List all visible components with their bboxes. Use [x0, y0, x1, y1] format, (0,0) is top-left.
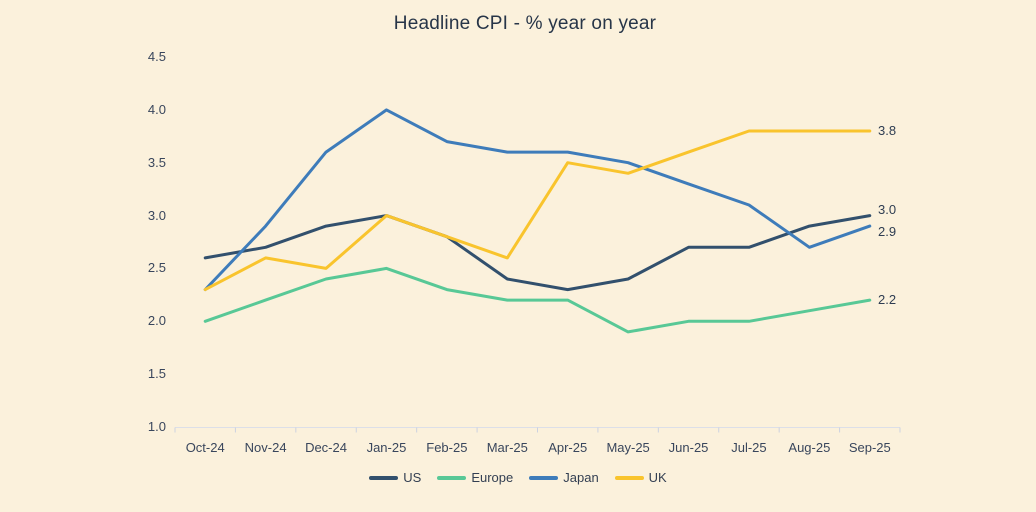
- x-axis-label: Mar-25: [486, 440, 528, 455]
- series-line-japan: [203, 108, 872, 292]
- y-axis-label: 2.0: [147, 313, 166, 329]
- x-axis-label: Sep-25: [848, 440, 891, 455]
- series-end-label: 2.2: [878, 292, 897, 308]
- legend-label: Japan: [563, 470, 599, 485]
- y-axis-label: 2.5: [147, 260, 166, 276]
- y-axis-label: 3.0: [147, 207, 166, 223]
- legend-item-europe: Europe: [437, 470, 513, 485]
- chart-title: Headline CPI - % year on year: [393, 13, 657, 34]
- legend-swatch-us: [369, 475, 399, 480]
- series-line-us: [203, 214, 872, 292]
- x-axis-label: Aug-25: [788, 440, 831, 455]
- x-axis-label: Dec-24: [305, 440, 347, 455]
- x-axis-label: Jul-25: [731, 440, 767, 455]
- series-line-uk: [203, 129, 872, 292]
- legend-swatch-japan: [529, 475, 559, 480]
- y-axis-label: 4.5: [147, 49, 166, 64]
- x-axis-label: May-25: [606, 440, 650, 455]
- x-axis-label: Jan-25: [366, 440, 407, 455]
- y-axis-label: 1.5: [147, 366, 166, 382]
- y-axis-label: 1.0: [147, 419, 166, 434]
- y-axis-label: 3.5: [147, 154, 166, 170]
- legend-item-japan: Japan: [529, 470, 599, 485]
- legend-label: US: [403, 470, 422, 485]
- legend-item-uk: UK: [614, 470, 667, 485]
- x-axis-label: Feb-25: [426, 440, 468, 455]
- legend-item-us: US: [369, 470, 421, 485]
- y-axis-label: 4.0: [147, 101, 166, 117]
- legend-label: Europe: [471, 470, 514, 485]
- x-axis-label: Nov-24: [244, 440, 287, 455]
- legend-swatch-europe: [437, 475, 467, 480]
- x-axis-label: Jun-25: [668, 440, 709, 455]
- series-end-label: 2.9: [878, 223, 897, 239]
- x-axis-label: Oct-24: [185, 440, 225, 455]
- legend: US Europe Japan UK: [0, 470, 1036, 485]
- series-end-label: 3.0: [878, 201, 897, 217]
- x-axis-label: Apr-25: [548, 440, 588, 455]
- legend-swatch-uk: [614, 475, 644, 480]
- series-line-europe: [203, 266, 872, 334]
- series-end-label: 3.8: [878, 123, 897, 138]
- legend-label: UK: [648, 470, 667, 485]
